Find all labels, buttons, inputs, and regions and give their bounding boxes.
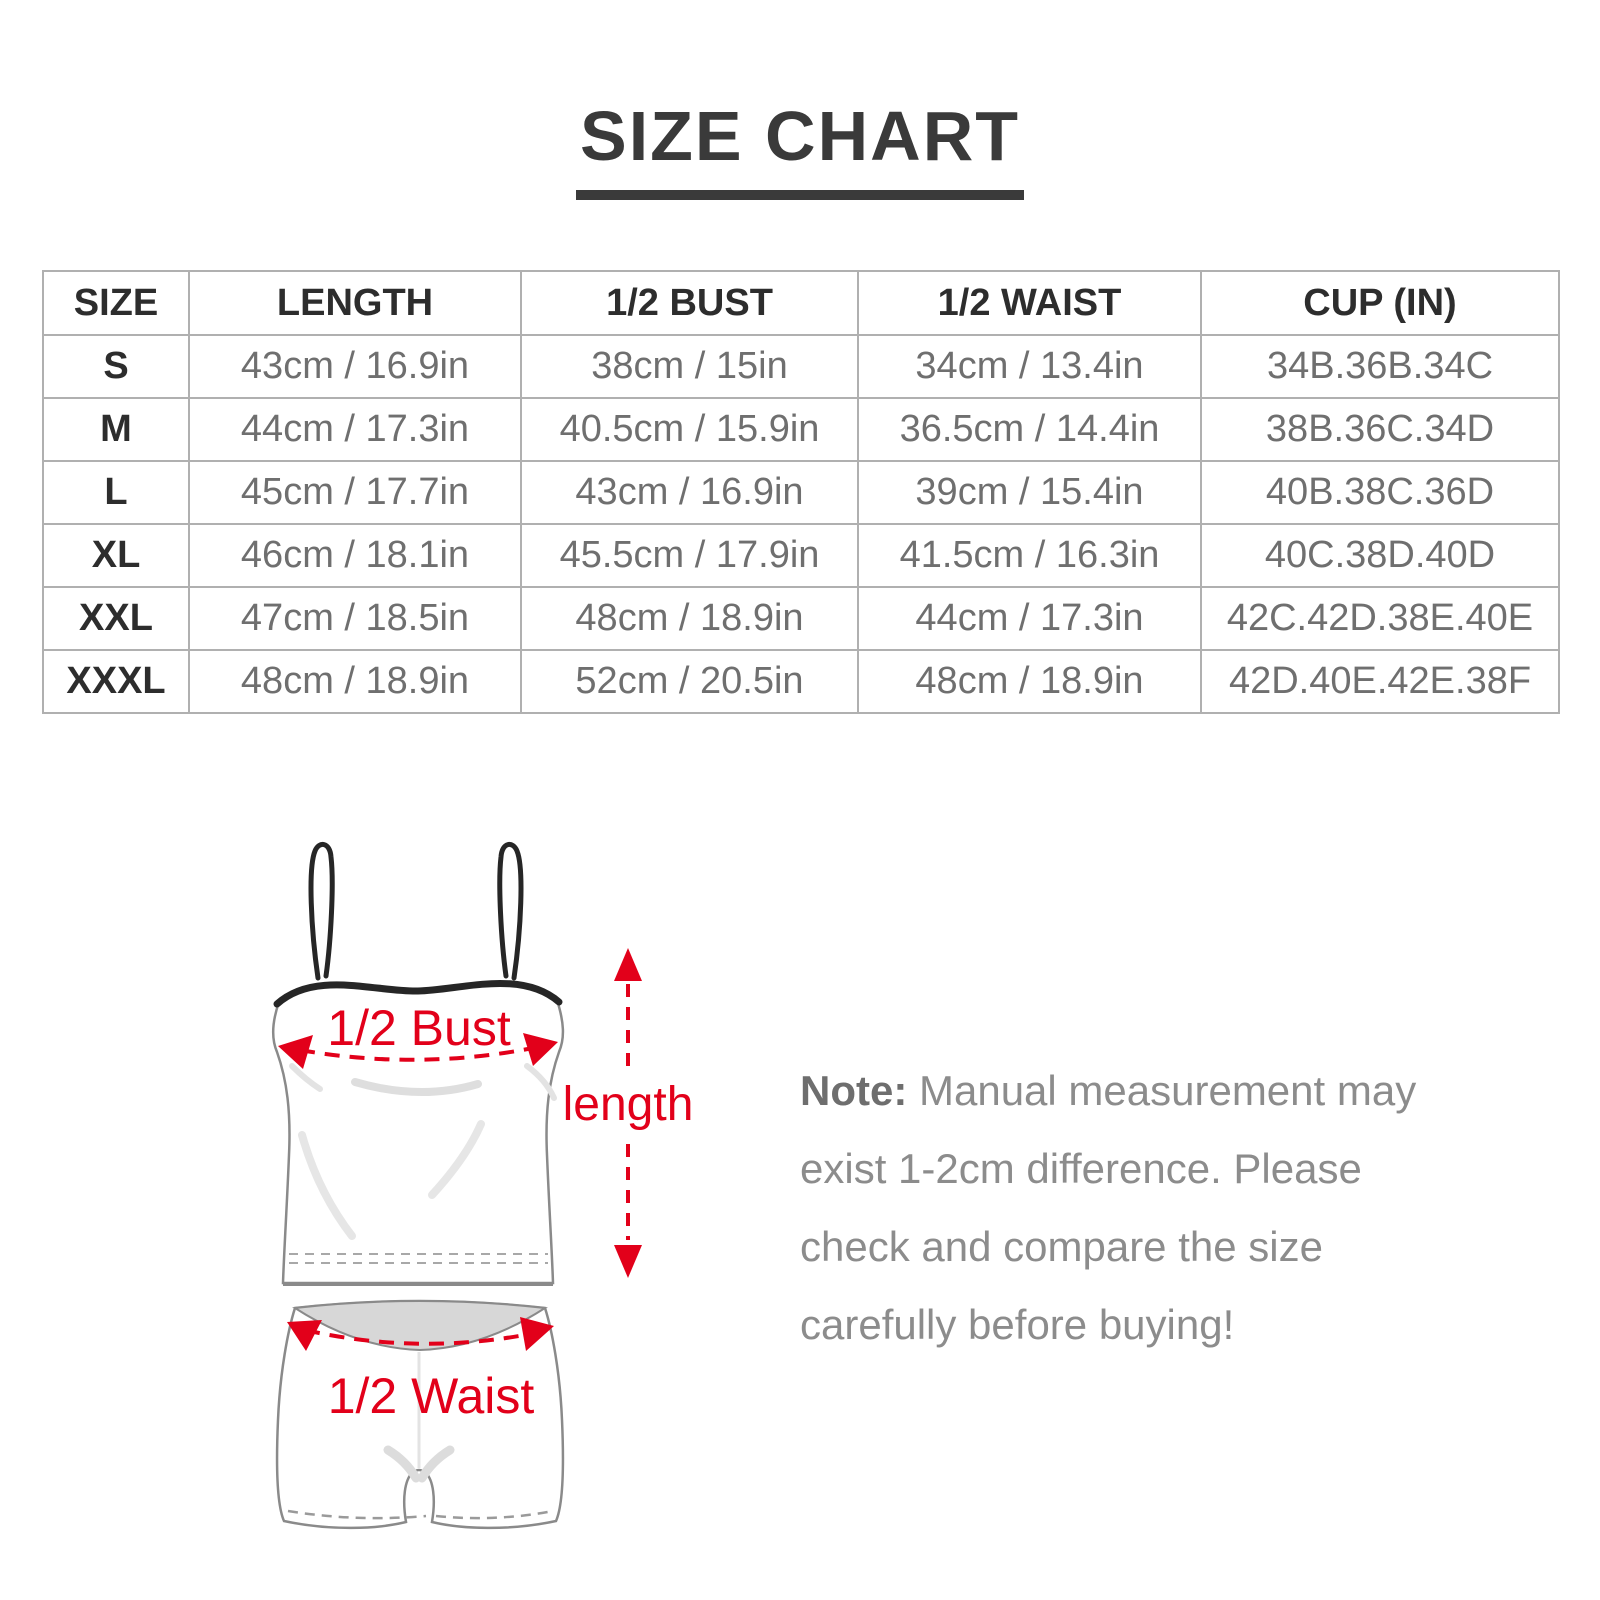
length-arrowhead-bottom — [614, 1245, 642, 1278]
size-table-header: SIZE LENGTH 1/2 BUST 1/2 WAIST CUP (IN) — [42, 270, 1560, 336]
cell-waist: 34cm / 13.4in — [857, 334, 1202, 399]
cell-cup: 40C.38D.40D — [1200, 523, 1560, 588]
cell-size: XXL — [42, 586, 190, 651]
title-wrap: SIZE CHART — [0, 96, 1600, 200]
cell-size: L — [42, 460, 190, 525]
size-table: SIZE LENGTH 1/2 BUST 1/2 WAIST CUP (IN) … — [42, 270, 1560, 714]
camisole-strap-right — [497, 842, 524, 981]
cell-bust: 43cm / 16.9in — [520, 460, 859, 525]
bust-arrow-line — [299, 1045, 539, 1062]
wrinkle-line — [351, 1078, 482, 1096]
measurement-annotations: 1/2 Bust length 1/2 Waist — [278, 948, 693, 1424]
header-half-bust: 1/2 BUST — [520, 270, 859, 336]
cell-size: S — [42, 334, 190, 399]
cell-length: 48cm / 18.9in — [188, 649, 522, 714]
table-row-s: S 43cm / 16.9in 38cm / 15in 34cm / 13.4i… — [42, 334, 1560, 399]
header-half-waist: 1/2 WAIST — [857, 270, 1202, 336]
cell-length: 43cm / 16.9in — [188, 334, 522, 399]
cell-cup: 34B.36B.34C — [1200, 334, 1560, 399]
table-row-xxl: XXL 47cm / 18.5in 48cm / 18.9in 44cm / 1… — [42, 586, 1560, 651]
note-line-1: Note: Manual measurement may — [800, 1052, 1450, 1130]
cell-bust: 48cm / 18.9in — [520, 586, 859, 651]
cell-cup: 40B.38C.36D — [1200, 460, 1560, 525]
note-line-3: check and compare the size — [800, 1223, 1323, 1270]
cell-bust: 52cm / 20.5in — [520, 649, 859, 714]
cell-length: 47cm / 18.5in — [188, 586, 522, 651]
note-prefix: Note: — [800, 1067, 908, 1114]
table-header-row: SIZE LENGTH 1/2 BUST 1/2 WAIST CUP (IN) — [42, 270, 1560, 336]
header-cup: CUP (IN) — [1200, 270, 1560, 336]
cell-cup: 38B.36C.34D — [1200, 397, 1560, 462]
bust-label: 1/2 Bust — [327, 1000, 511, 1056]
note-block: Note: Manual measurement may exist 1-2cm… — [800, 1052, 1450, 1364]
size-table-body: S 43cm / 16.9in 38cm / 15in 34cm / 13.4i… — [42, 334, 1560, 714]
header-size: SIZE — [42, 270, 190, 336]
cell-waist: 48cm / 18.9in — [857, 649, 1202, 714]
cell-size: XL — [42, 523, 190, 588]
note-line-4: carefully before buying! — [800, 1301, 1235, 1348]
page-title: SIZE CHART — [576, 96, 1024, 200]
length-arrowhead-top — [614, 948, 642, 981]
length-label: length — [563, 1078, 694, 1131]
cell-waist: 41.5cm / 16.3in — [857, 523, 1202, 588]
wrinkle-line — [417, 1445, 455, 1483]
waist-arrow-line — [304, 1328, 536, 1346]
camisole-illustration — [271, 842, 565, 1286]
cell-cup: 42C.42D.38E.40E — [1200, 586, 1560, 651]
wrinkle-line — [383, 1445, 421, 1483]
cell-size: M — [42, 397, 190, 462]
cell-waist: 36.5cm / 14.4in — [857, 397, 1202, 462]
cell-length: 45cm / 17.7in — [188, 460, 522, 525]
wrinkle-line — [298, 1131, 356, 1240]
camisole-strap-left — [308, 842, 335, 981]
table-row-xl: XL 46cm / 18.1in 45.5cm / 17.9in 41.5cm … — [42, 523, 1560, 588]
table-row-m: M 44cm / 17.3in 40.5cm / 15.9in 36.5cm /… — [42, 397, 1560, 462]
waist-arrowhead-right — [520, 1317, 554, 1351]
cell-size: XXXL — [42, 649, 190, 714]
wrinkle-line — [524, 1063, 557, 1101]
leg-hem-stitch — [287, 1509, 427, 1520]
cell-cup: 42D.40E.42E.38F — [1200, 649, 1560, 714]
wrinkle-line — [428, 1120, 485, 1199]
cell-length: 44cm / 17.3in — [188, 397, 522, 462]
waist-arrowhead-left — [287, 1320, 322, 1351]
table-row-xxxl: XXXL 48cm / 18.9in 52cm / 20.5in 48cm / … — [42, 649, 1560, 714]
camisole-neckline — [273, 980, 563, 1008]
note-line-1-text: Manual measurement may — [907, 1067, 1417, 1114]
table-row-l: L 45cm / 17.7in 43cm / 16.9in 39cm / 15.… — [42, 460, 1560, 525]
wrinkle-line — [289, 1063, 323, 1092]
cell-length: 46cm / 18.1in — [188, 523, 522, 588]
cell-waist: 44cm / 17.3in — [857, 586, 1202, 651]
cell-bust: 45.5cm / 17.9in — [520, 523, 859, 588]
cell-waist: 39cm / 15.4in — [857, 460, 1202, 525]
waist-label: 1/2 Waist — [328, 1368, 535, 1424]
bust-arrowhead-right — [523, 1033, 558, 1066]
bust-arrowhead-left — [278, 1035, 313, 1069]
note-line-2: exist 1-2cm difference. Please — [800, 1145, 1362, 1192]
header-length: LENGTH — [188, 270, 522, 336]
leg-hem-stitch — [435, 1509, 554, 1520]
cell-bust: 38cm / 15in — [520, 334, 859, 399]
cell-bust: 40.5cm / 15.9in — [520, 397, 859, 462]
